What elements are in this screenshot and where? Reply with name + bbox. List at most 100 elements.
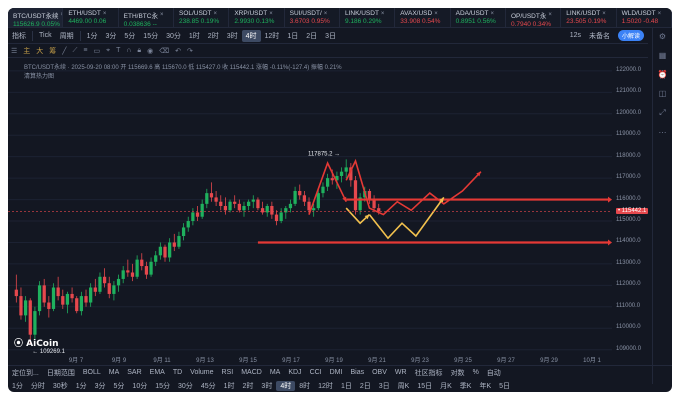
indicator-item[interactable]: BOLL <box>82 369 101 376</box>
period-item[interactable]: 5日 <box>499 382 511 390</box>
projection-arrow-red[interactable] <box>345 158 482 216</box>
period-item[interactable]: 月K <box>440 382 452 390</box>
toolbar-item[interactable]: Tick <box>39 32 52 39</box>
candlestick-chart[interactable]: 117875.2 → ← 109269.1 <box>8 58 612 354</box>
delete-icon[interactable]: ⌫ <box>159 47 170 55</box>
ticker-tab[interactable]: BTC/USDT永续×115626.9 0.05% <box>8 8 64 27</box>
indicator-item[interactable]: 对数 <box>450 369 465 377</box>
toolbar-item[interactable]: 指标 <box>12 32 26 40</box>
indicator-item[interactable]: TD <box>172 369 183 376</box>
indicator-item[interactable]: 自动 <box>486 369 501 377</box>
indicator-item[interactable]: OBV <box>372 369 387 376</box>
toolbar-item[interactable]: 周期 <box>59 32 74 40</box>
toolbar-item[interactable]: 5分 <box>124 32 136 40</box>
period-item[interactable]: 8时 <box>299 382 311 390</box>
toolbar-item[interactable]: 3日 <box>325 32 337 40</box>
ticker-tab[interactable]: SOL/USDT × 238.85 0.19% <box>174 8 230 27</box>
expand-icon[interactable]: ☰ <box>11 47 18 55</box>
indicator-item[interactable]: Volume <box>190 369 214 376</box>
period-item[interactable]: 15日 <box>417 382 433 390</box>
close-icon[interactable]: × <box>159 12 164 18</box>
ai-interpret-button[interactable]: 小解读 <box>614 28 648 44</box>
close-icon[interactable]: × <box>657 10 662 17</box>
period-item[interactable]: 2时 <box>242 382 254 390</box>
close-icon[interactable]: × <box>323 10 328 17</box>
drawbar-item[interactable]: 主 <box>23 47 31 55</box>
ticker-tab[interactable]: SUI/USDT/× 3.6703 0.95% <box>285 8 340 27</box>
toolbar-item[interactable]: 3分 <box>105 32 117 40</box>
ticker-tab[interactable]: LINK/USDT × 9.186 0.29% <box>340 8 396 27</box>
drawbar-item[interactable]: 筹 <box>49 47 57 55</box>
ticker-tab[interactable]: WLD/USDT × 1.5020 -0.48 <box>617 8 672 27</box>
close-icon[interactable]: × <box>61 12 63 18</box>
undo-icon[interactable]: ↶ <box>175 47 182 55</box>
magnet-icon[interactable]: ∩ <box>126 47 132 54</box>
indicator-item[interactable]: WR <box>394 369 407 376</box>
time-axis[interactable]: 9月 7 9月 9 9月 11 9月 13 9月 15 9月 17 9月 19 9月 21 9月… <box>8 353 612 365</box>
toolbar-item[interactable]: 30分 <box>166 32 181 40</box>
rect-tool-icon[interactable]: ▭ <box>93 47 101 55</box>
layout-icon[interactable]: ▦ <box>658 51 667 60</box>
close-icon[interactable]: × <box>434 10 438 17</box>
period-item[interactable]: 1分 <box>75 382 87 390</box>
period-item[interactable]: 1时 <box>223 382 235 390</box>
indicator-item[interactable]: CCI <box>309 369 322 376</box>
fullscreen-icon[interactable]: ⤢ <box>659 108 666 117</box>
indicator-item[interactable]: Bias <box>350 369 365 376</box>
period-item[interactable]: 3时 <box>261 382 273 390</box>
period-item[interactable]: 12时 <box>318 382 333 390</box>
indicator-item[interactable]: SAR <box>127 369 142 376</box>
toolbar-item[interactable]: 4时 <box>241 29 261 42</box>
camera-icon[interactable]: ◫ <box>658 89 667 98</box>
period-item[interactable]: 1分 <box>12 382 23 390</box>
eye-icon[interactable]: ◉ <box>147 47 154 55</box>
period-item[interactable]: 季K <box>459 382 472 390</box>
close-icon[interactable]: × <box>548 12 552 18</box>
projection-arrow-yellow[interactable] <box>368 196 445 240</box>
layout-name[interactable]: 未备名 <box>588 32 610 40</box>
redo-icon[interactable]: ↷ <box>187 47 193 55</box>
indicator-item[interactable]: RSI <box>221 369 234 376</box>
period-item[interactable]: 3分 <box>94 382 106 390</box>
period-item[interactable]: 4时 <box>276 380 296 391</box>
period-item[interactable]: 10分 <box>132 382 148 390</box>
period-item[interactable]: 1日 <box>340 382 352 390</box>
toolbar-item[interactable]: 1日 <box>287 32 299 40</box>
ray-tool-icon[interactable]: ⟋ <box>72 46 78 54</box>
period-item[interactable]: 3日 <box>378 382 390 390</box>
more-icon[interactable]: ⋯ <box>658 128 667 137</box>
alert-icon[interactable]: ⏰ <box>657 70 668 79</box>
ticker-tab[interactable]: ADA/USDT × 0.8951 0.56% <box>451 8 506 27</box>
close-icon[interactable]: × <box>102 10 107 17</box>
close-icon[interactable]: × <box>380 10 385 17</box>
drawbar-item[interactable]: 大 <box>36 47 44 55</box>
indicator-item[interactable]: 社区指标 <box>414 369 443 377</box>
period-item[interactable]: 5分 <box>113 382 125 390</box>
ticker-tab[interactable]: LINK/USDT × 23.505 0.19% <box>561 8 617 27</box>
toolbar-item[interactable]: 2日 <box>306 32 318 40</box>
toolbar-item[interactable]: 2时 <box>207 32 219 40</box>
lock-icon[interactable]: 🔒︎ <box>137 46 142 54</box>
indicator-item[interactable]: 定位到... <box>12 369 39 377</box>
fib-tool-icon[interactable]: ≡ <box>83 47 88 54</box>
period-item[interactable]: 15分 <box>155 382 171 390</box>
close-icon[interactable]: × <box>213 10 218 17</box>
ticker-tab[interactable]: OP/USDT永 × 0.7940 0.34% <box>506 8 562 27</box>
indicator-item[interactable]: DMI <box>329 369 343 376</box>
settings-icon[interactable]: ⚙ <box>658 32 667 41</box>
line-tool-icon[interactable]: ╱ <box>62 47 67 55</box>
indicator-item[interactable]: EMA <box>149 369 165 376</box>
ticker-tab[interactable]: ETH/BTC永 × 0.038636 -- <box>119 8 174 27</box>
toolbar-item[interactable]: 15分 <box>143 32 159 40</box>
period-item[interactable]: 45分 <box>200 382 216 390</box>
period-item[interactable]: 2日 <box>359 382 371 390</box>
price-axis[interactable]: 122000.0 121000.0 120000.0 119000.0 118000.0… <box>612 58 652 354</box>
measure-tool-icon[interactable]: ⌖ <box>106 46 111 54</box>
close-icon[interactable]: × <box>490 10 495 17</box>
toolbar-item[interactable]: 12时 <box>264 32 280 40</box>
period-item[interactable]: 30秒 <box>52 382 68 390</box>
ticker-tab[interactable]: AVAX/USD × 33.908 0.54% <box>395 8 451 27</box>
period-item[interactable]: 周K <box>397 382 410 390</box>
indicator-item[interactable]: % <box>472 369 479 376</box>
toolbar-item[interactable]: 1时 <box>188 32 200 40</box>
